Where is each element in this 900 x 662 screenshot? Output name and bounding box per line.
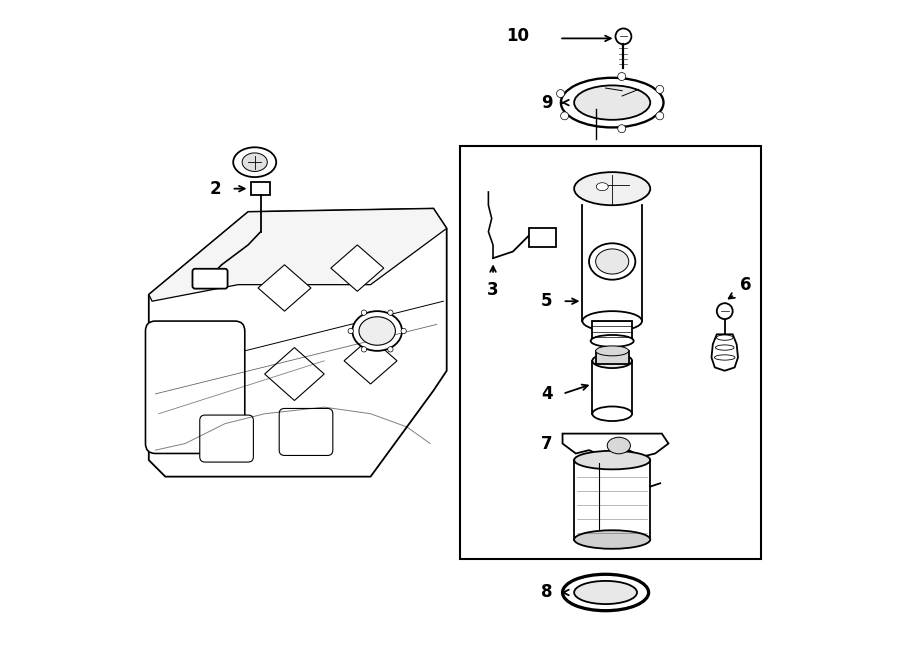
Polygon shape [148,209,446,301]
Ellipse shape [574,581,637,604]
Text: 9: 9 [541,93,553,112]
Ellipse shape [590,335,634,347]
Circle shape [348,328,354,334]
Polygon shape [331,245,383,291]
Ellipse shape [597,183,608,191]
Ellipse shape [582,311,642,331]
Text: 4: 4 [541,385,553,403]
Ellipse shape [574,530,651,549]
Circle shape [388,310,393,315]
Bar [251,182,270,195]
Text: 6: 6 [740,275,752,294]
Ellipse shape [592,354,632,368]
Circle shape [716,303,733,319]
Circle shape [556,89,564,97]
Polygon shape [562,434,669,459]
Circle shape [617,73,626,81]
Circle shape [401,328,406,334]
Ellipse shape [574,172,651,205]
Ellipse shape [561,78,663,128]
Polygon shape [258,265,311,311]
Circle shape [561,112,569,120]
Text: 8: 8 [541,583,553,602]
Polygon shape [265,348,324,401]
FancyBboxPatch shape [146,321,245,453]
Ellipse shape [574,85,651,120]
Text: 2: 2 [210,179,221,198]
Ellipse shape [716,345,734,350]
FancyBboxPatch shape [279,408,333,455]
Polygon shape [712,334,738,371]
Bar [460,146,761,559]
Text: 3: 3 [487,281,499,299]
FancyBboxPatch shape [200,415,254,462]
Ellipse shape [715,355,735,360]
Polygon shape [344,338,397,384]
Bar [596,351,629,364]
Ellipse shape [716,335,733,340]
Bar [592,321,632,341]
Ellipse shape [592,406,632,421]
Ellipse shape [233,148,276,177]
FancyBboxPatch shape [193,269,228,289]
Ellipse shape [562,575,649,610]
Text: 1: 1 [590,99,602,117]
Circle shape [361,310,366,315]
Circle shape [388,347,393,352]
Ellipse shape [608,438,630,454]
Ellipse shape [353,311,402,351]
Circle shape [617,124,626,132]
Ellipse shape [589,244,635,280]
Text: 5: 5 [541,292,553,310]
Ellipse shape [242,153,267,171]
Polygon shape [148,209,446,477]
Circle shape [361,347,366,352]
Circle shape [656,85,663,93]
Bar [529,228,556,247]
Ellipse shape [596,346,629,356]
Ellipse shape [596,249,629,274]
Circle shape [616,28,632,44]
Text: 10: 10 [507,27,529,46]
Ellipse shape [574,451,651,469]
Text: 7: 7 [541,434,553,453]
Circle shape [656,112,663,120]
Ellipse shape [359,317,395,346]
